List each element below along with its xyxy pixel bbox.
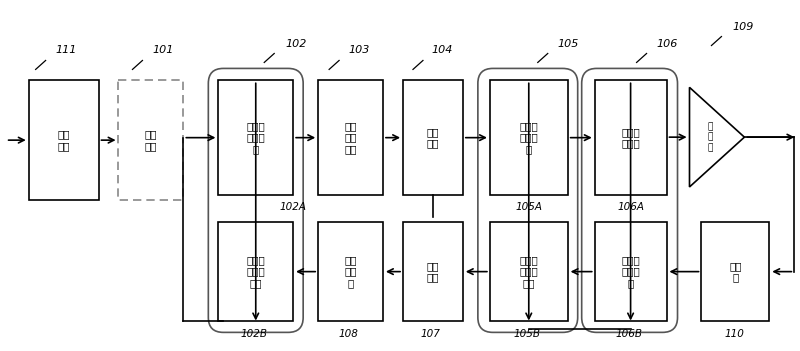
Text: 串并
变化: 串并 变化 bbox=[426, 261, 439, 283]
Text: 并串
变换: 并串 变换 bbox=[426, 127, 439, 148]
Text: 逆博
里叶
变换: 逆博 里叶 变换 bbox=[344, 121, 357, 154]
Polygon shape bbox=[690, 87, 745, 187]
Bar bbox=[594, 80, 666, 195]
Text: 频域查
询表更
新器: 频域查 询表更 新器 bbox=[246, 255, 265, 288]
Text: 103: 103 bbox=[348, 46, 370, 55]
Text: 串并
变换: 串并 变换 bbox=[145, 129, 157, 151]
Text: 时域查
询表更
新器: 时域查 询表更 新器 bbox=[519, 255, 538, 288]
Text: 105B: 105B bbox=[514, 329, 540, 339]
Text: 时域信
号修整
器: 时域信 号修整 器 bbox=[519, 121, 538, 154]
Text: 102B: 102B bbox=[241, 329, 268, 339]
Bar bbox=[118, 80, 183, 200]
Text: 106A: 106A bbox=[617, 202, 644, 212]
Text: 102A: 102A bbox=[280, 202, 306, 212]
Text: 106: 106 bbox=[657, 39, 678, 48]
Bar bbox=[403, 80, 463, 195]
Text: 星座
映射: 星座 映射 bbox=[58, 129, 70, 151]
Text: 自适应
滤波器: 自适应 滤波器 bbox=[622, 127, 640, 148]
Bar bbox=[594, 222, 666, 322]
Text: 107: 107 bbox=[420, 329, 440, 339]
Text: 108: 108 bbox=[338, 329, 358, 339]
Text: 衰减
器: 衰减 器 bbox=[729, 261, 742, 283]
Bar bbox=[318, 222, 383, 322]
Text: 101: 101 bbox=[153, 46, 174, 55]
Text: 106B: 106B bbox=[615, 329, 642, 339]
Bar bbox=[218, 222, 293, 322]
Text: 频域信
号修整
器: 频域信 号修整 器 bbox=[246, 121, 265, 154]
Bar bbox=[490, 222, 568, 322]
Text: 105A: 105A bbox=[515, 202, 542, 212]
Text: 109: 109 bbox=[733, 21, 754, 32]
Text: 抽头系
数更新
器: 抽头系 数更新 器 bbox=[622, 255, 640, 288]
Bar bbox=[318, 80, 383, 195]
Bar bbox=[490, 80, 568, 195]
Text: 傅里
叶变
换: 傅里 叶变 换 bbox=[344, 255, 357, 288]
Text: 110: 110 bbox=[725, 329, 744, 339]
Text: 105: 105 bbox=[558, 39, 579, 48]
Text: 111: 111 bbox=[55, 46, 77, 55]
Text: 放
大
器: 放 大 器 bbox=[708, 122, 713, 152]
Bar bbox=[218, 80, 293, 195]
Text: 104: 104 bbox=[432, 46, 454, 55]
Bar bbox=[403, 222, 463, 322]
Text: 102: 102 bbox=[285, 39, 306, 48]
Bar bbox=[29, 80, 98, 200]
Bar bbox=[702, 222, 770, 322]
